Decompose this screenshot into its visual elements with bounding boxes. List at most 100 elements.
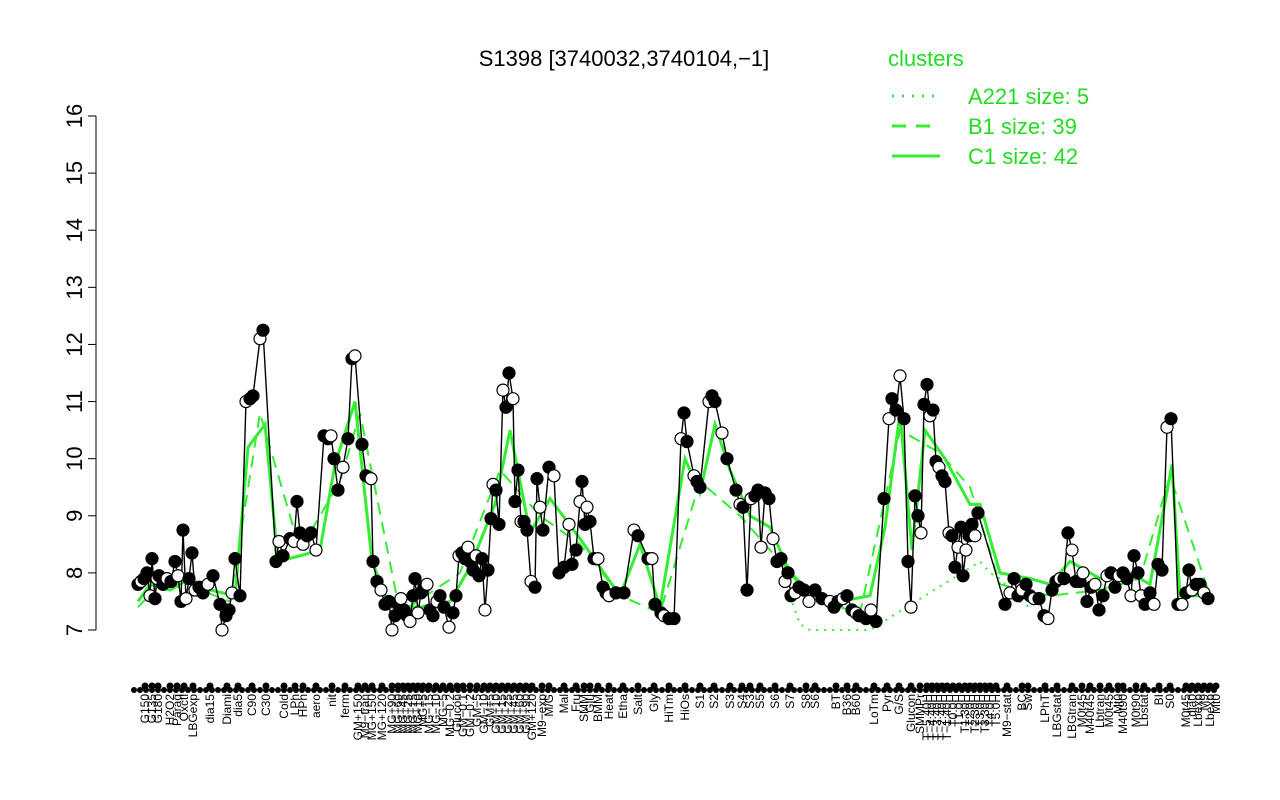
x-rug-dot xyxy=(245,687,251,693)
x-rug-dot xyxy=(737,687,743,693)
data-point xyxy=(1061,526,1075,540)
x-rug-dot xyxy=(491,687,497,693)
x-rug-dot xyxy=(1187,687,1193,693)
data-point xyxy=(533,500,547,514)
x-rug-dot xyxy=(575,687,581,693)
x-rug-dot xyxy=(1145,687,1151,693)
data-point xyxy=(968,529,982,543)
x-rug-dot xyxy=(569,687,575,693)
cluster-line-2 xyxy=(136,401,1208,609)
data-point xyxy=(877,492,891,506)
data-point xyxy=(965,517,979,531)
x-rug-dot xyxy=(605,687,611,693)
x-rug-dot xyxy=(275,687,281,693)
cluster-line-1 xyxy=(137,412,1209,615)
x-rug-dot xyxy=(365,687,371,693)
x-tick-label: S1 xyxy=(693,694,707,709)
x-tick-label: M/G xyxy=(542,694,556,717)
x-tick-label: MG−15 xyxy=(422,694,436,734)
x-rug-dot xyxy=(1211,687,1217,693)
x-tick-label: Lbtran xyxy=(1093,694,1107,728)
x-tick-label: S8 xyxy=(799,694,813,709)
x-rug-dot xyxy=(1091,687,1097,693)
x-tick-label: GM−0.1 xyxy=(456,694,470,737)
x-rug-dot xyxy=(839,687,845,693)
data-point xyxy=(148,591,162,606)
data-point xyxy=(1127,549,1141,563)
y-tick-label: 8 xyxy=(62,567,87,579)
legend-entry-c1: C1 size: 42 xyxy=(968,144,1078,169)
x-rug-dot xyxy=(449,687,455,693)
y-tick-label: 13 xyxy=(62,275,87,299)
data-point xyxy=(348,349,362,363)
x-rug-dot xyxy=(413,687,419,693)
x-tick-label: BMM xyxy=(591,694,605,722)
data-point xyxy=(1143,586,1157,600)
x-rug-dot xyxy=(875,687,881,693)
x-tick-label: M0t45 xyxy=(1102,694,1116,728)
x-rug-dot xyxy=(929,687,935,693)
data-point xyxy=(206,569,220,583)
data-point xyxy=(956,569,970,583)
x-rug-dot xyxy=(185,687,191,693)
data-point xyxy=(502,366,516,380)
x-rug-dot xyxy=(149,687,155,693)
x-rug-dot xyxy=(767,687,773,693)
x-tick-label: MG+120 xyxy=(375,694,389,741)
x-rug-dot xyxy=(137,687,143,693)
data-point xyxy=(508,494,522,509)
x-tick-label: MG+15 xyxy=(406,694,420,734)
data-point xyxy=(1182,563,1196,577)
data-point xyxy=(179,591,193,606)
data-point xyxy=(1092,603,1106,617)
x-rug-dot xyxy=(251,687,257,693)
data-point xyxy=(385,623,399,637)
x-rug-dot xyxy=(191,687,197,693)
x-tick-label: GM+60 xyxy=(513,694,527,734)
x-tick-label: B36 xyxy=(840,694,854,716)
x-tick-label: T2.30H xyxy=(968,694,982,733)
x-rug-dot xyxy=(713,687,719,693)
x-rug-dot xyxy=(521,687,527,693)
x-rug-dot xyxy=(869,687,875,693)
x-tick-label: MG−0.2 xyxy=(443,694,457,737)
data-point xyxy=(1175,597,1189,611)
x-rug-dot xyxy=(395,687,401,693)
x-tick-label: T−1.40H xyxy=(940,694,954,740)
data-point xyxy=(1201,591,1215,606)
x-rug-dot xyxy=(1205,687,1211,693)
data-point xyxy=(945,529,959,543)
data-point xyxy=(403,614,417,629)
x-rug-dot xyxy=(617,687,623,693)
data-point xyxy=(740,583,754,597)
x-tick-label: T1.0H xyxy=(952,694,966,727)
x-rug-dot xyxy=(1025,687,1031,693)
data-point xyxy=(959,543,973,557)
x-rug-dot xyxy=(803,687,809,693)
data-point xyxy=(481,563,495,577)
x-tick-label: M9 xyxy=(1197,694,1211,711)
data-point xyxy=(808,583,822,597)
data-point xyxy=(506,392,520,406)
x-tick-label: S3 xyxy=(743,694,757,709)
x-tick-label: GM+45 xyxy=(507,694,521,734)
x-rug-dot xyxy=(539,687,545,693)
x-rug-dot xyxy=(1193,687,1199,693)
x-tick-label: S0 xyxy=(1163,694,1177,709)
x-rug-dot xyxy=(1055,687,1061,693)
x-tick-label: GM+15 xyxy=(495,694,509,734)
y-tick-label: 10 xyxy=(62,446,87,470)
x-rug-dot xyxy=(1109,687,1115,693)
data-point xyxy=(520,523,534,537)
x-tick-label: S3 xyxy=(723,694,737,709)
x-tick-label: MG−5 xyxy=(436,694,450,727)
x-tick-label: MG+25 xyxy=(401,694,415,734)
x-rug-dot xyxy=(791,687,797,693)
data-point xyxy=(885,392,899,406)
x-tick-label: Cold xyxy=(277,694,291,719)
data-point xyxy=(331,483,345,497)
x-rug-dot xyxy=(545,687,551,693)
x-rug-dot xyxy=(143,687,149,693)
x-rug-dot xyxy=(383,687,389,693)
x-rug-dot xyxy=(665,687,671,693)
